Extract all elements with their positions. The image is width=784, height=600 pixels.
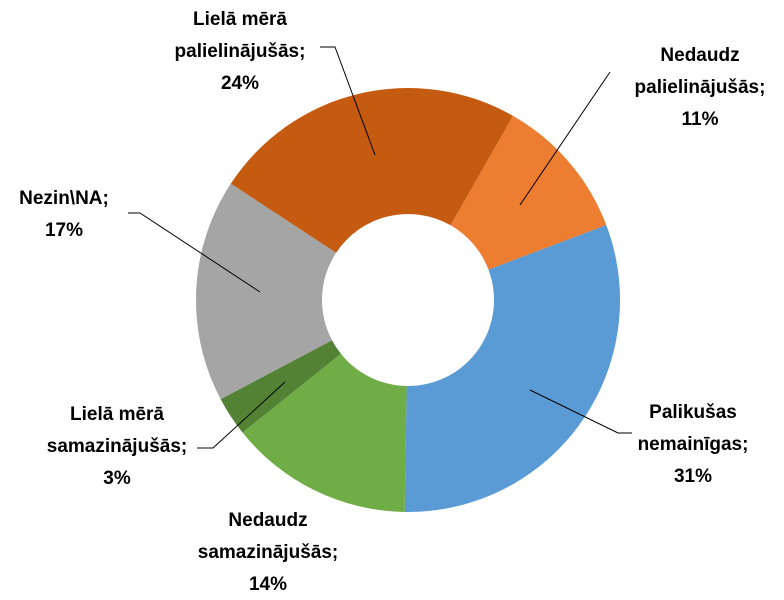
separator: ;: [759, 77, 766, 98]
category-name: Nedaudz samazinājušās: [197, 510, 332, 563]
value-label: 17%: [44, 220, 84, 241]
category-name: Lielā mērā palielinājušās: [174, 9, 300, 62]
value-label: 11%: [681, 109, 719, 130]
leader-line: [320, 46, 376, 156]
leader-line: [197, 381, 286, 449]
donut-slice: [242, 353, 407, 512]
value-label: 31%: [673, 466, 713, 487]
donut-slice: [230, 88, 514, 253]
category-name: Lielā mērā samazinājušās: [46, 404, 181, 457]
separator: ;: [299, 41, 306, 62]
value-label: 3%: [103, 468, 131, 489]
data-label: Lielā mērā samazinājušās; 3%: [32, 399, 202, 495]
category-name: Nezin\NA: [19, 188, 103, 209]
donut-slice: [404, 225, 621, 512]
category-name: Palikušas nemainīgas: [637, 402, 743, 455]
leader-line: [519, 71, 611, 206]
category-name: Nedaudz palielinājušās: [634, 45, 760, 98]
separator: ;: [102, 188, 109, 209]
data-label: Nedaudz samazinājušās; 14%: [183, 505, 353, 600]
data-label: Lielā mērā palielinājušās; 24%: [155, 4, 325, 100]
leader-line: [128, 212, 261, 293]
data-label: Palikušas nemainīgas; 31%: [623, 397, 763, 493]
separator: ;: [742, 434, 749, 455]
data-label: Nedaudz palielinājušās; 11%: [615, 40, 784, 136]
value-label: 24%: [220, 73, 260, 94]
separator: ;: [331, 542, 339, 563]
donut-slice: [196, 183, 337, 400]
separator: ;: [180, 436, 188, 457]
leader-line: [529, 389, 632, 434]
data-label: Nezin\NA; 17%: [9, 183, 119, 247]
value-label: 14%: [248, 574, 288, 595]
